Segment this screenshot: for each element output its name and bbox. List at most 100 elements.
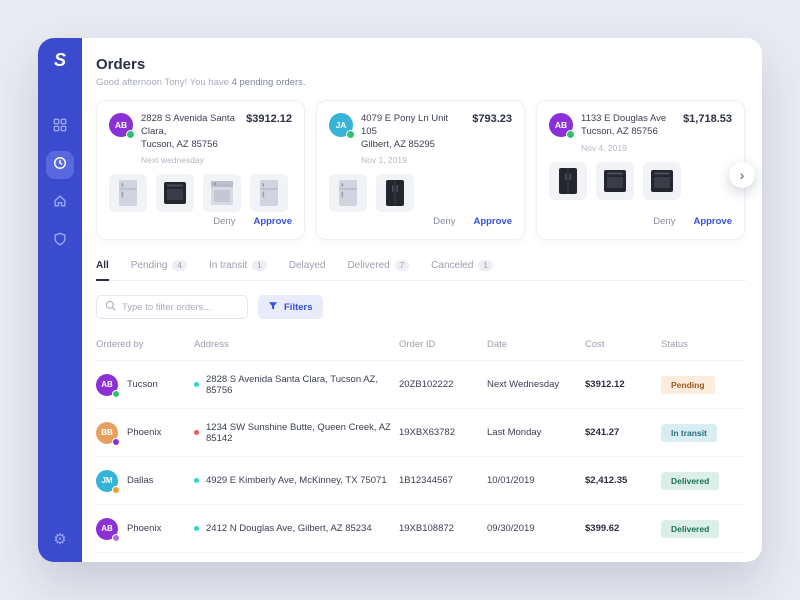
grid-icon — [53, 118, 67, 137]
tab-label: In transit — [208, 260, 248, 271]
search-input[interactable] — [122, 301, 254, 313]
order-cost: $2,412.35 — [585, 475, 628, 486]
table-header: Ordered by Address Order ID Date Cost St… — [96, 335, 746, 361]
status-badge: In transit — [661, 423, 717, 442]
approve-button[interactable]: Approve — [473, 216, 512, 227]
product-thumbnail-fridge-dark — [376, 174, 414, 213]
card-date: Nov 4, 2019 — [581, 142, 627, 153]
avatar-status-dot — [112, 437, 120, 446]
sidebar-item-home[interactable] — [46, 189, 74, 217]
column-header: Date — [487, 339, 508, 350]
order-card: AB 2828 S Avenida Santa Clara, Tucson, A… — [96, 100, 305, 240]
tab-label: Delayed — [288, 260, 326, 271]
sidebar-nav — [46, 113, 74, 255]
product-thumbnail-oven-dark — [643, 161, 681, 200]
product-thumbnail-oven-dark — [156, 174, 194, 213]
app-logo: S — [53, 50, 66, 70]
avatar-initials: AB — [101, 380, 113, 389]
greeting-text: Good afternoon Tony! You have 4 pending … — [96, 77, 746, 88]
tab-delivered[interactable]: Delivered 7 — [347, 260, 410, 271]
card-price: $793.23 — [472, 113, 512, 125]
filters-button[interactable]: Filters — [258, 295, 323, 319]
table-row[interactable]: JM Dallas 4929 E Kimberly Ave, McKinney,… — [96, 457, 746, 505]
address-text: 1234 SW Sunshine Butte, Queen Creek, AZ … — [206, 421, 391, 444]
tab-label: Canceled — [431, 260, 474, 271]
sidebar-item-orders[interactable] — [46, 151, 74, 179]
column-header: Cost — [585, 339, 605, 350]
card-address-line2: Tucson, AZ 85756 — [581, 125, 658, 137]
avatar: JA — [329, 113, 355, 139]
address-status-dot — [194, 526, 199, 531]
sidebar: S — [38, 38, 82, 562]
card-address-line2: Gilbert, AZ 85295 — [361, 138, 435, 150]
column-header: Address — [194, 339, 229, 350]
search-box — [96, 295, 254, 319]
card-products — [549, 161, 732, 200]
order-cost: $241.27 — [585, 427, 620, 438]
avatar: AB — [96, 373, 120, 398]
card-address-line1: 4079 E Pony Ln Unit 105 — [361, 113, 449, 137]
card-address-line1: 1133 E Douglas Ave — [581, 113, 667, 124]
avatar-initials: JM — [101, 476, 113, 485]
ordered-by-city: Dallas — [127, 475, 154, 486]
card-products — [329, 174, 512, 213]
table-row[interactable]: BB Phoenix 1234 SW Sunshine Butte, Queen… — [96, 409, 746, 457]
address-text: 2412 N Douglas Ave, Gilbert, AZ 85234 — [206, 523, 372, 534]
card-date: Next wednesday — [141, 155, 204, 166]
tab-count-badge: 7 — [394, 260, 410, 271]
orders-table: Ordered by Address Order ID Date Cost St… — [96, 335, 746, 553]
filter-funnel-icon — [268, 301, 278, 314]
order-date: Last Monday — [487, 427, 542, 438]
tab-label: All — [96, 260, 109, 271]
ordered-by-city: Phoenix — [127, 427, 162, 438]
avatar-initials: BB — [101, 428, 113, 437]
order-id: 19XBX63782 — [399, 427, 455, 438]
tab-canceled[interactable]: Canceled 1 — [431, 260, 493, 271]
approve-button[interactable]: Approve — [693, 216, 732, 227]
table-row[interactable]: AB Tucson 2828 S Avenida Santa Clara, Tu… — [96, 361, 746, 409]
order-cost: $3912.12 — [585, 379, 625, 390]
avatar: JM — [96, 469, 120, 494]
avatar-initials: AB — [101, 524, 113, 533]
tab-label: Delivered — [347, 260, 390, 271]
tab-count-badge: 1 — [252, 260, 267, 271]
order-id: 1B12344567 — [399, 475, 453, 486]
order-tabs: All Pending 4 In transit 1 Delayed Deliv… — [96, 260, 746, 281]
status-badge: Delivered — [661, 471, 720, 490]
avatar: AB — [96, 517, 120, 542]
product-thumbnail-oven-dark — [596, 161, 634, 200]
avatar: AB — [109, 113, 135, 139]
tab-delayed[interactable]: Delayed — [289, 260, 326, 271]
deny-button[interactable]: Deny — [433, 216, 456, 227]
table-row[interactable]: AB Phoenix 2412 N Douglas Ave, Gilbert, … — [96, 505, 746, 553]
address-status-dot — [194, 382, 199, 387]
avatar-initials: AB — [114, 120, 128, 130]
card-products — [109, 174, 292, 213]
pending-orders-carousel: AB 2828 S Avenida Santa Clara, Tucson, A… — [96, 100, 755, 240]
deny-button[interactable]: Deny — [653, 216, 676, 227]
carousel-next-button[interactable]: › — [729, 162, 755, 188]
approve-button[interactable]: Approve — [253, 216, 292, 227]
home-icon — [53, 194, 67, 213]
status-badge: Delivered — [661, 519, 720, 538]
card-address-line1: 2828 S Avenida Santa Clara, — [141, 113, 235, 137]
deny-button[interactable]: Deny — [213, 216, 236, 227]
ordered-by-city: Tucson — [127, 379, 158, 390]
address-text: 2828 S Avenida Santa Clara, Tucson AZ, 8… — [206, 373, 378, 396]
tab-count-badge: 4 — [172, 260, 187, 271]
card-price: $1,718.53 — [683, 113, 732, 125]
sidebar-item-security[interactable] — [46, 227, 74, 255]
tab-in-transit[interactable]: In transit 1 — [209, 260, 267, 271]
pending-orders-count: 4 pending orders. — [231, 77, 306, 88]
column-header: Status — [661, 339, 688, 350]
order-cost: $399.62 — [585, 523, 620, 534]
sidebar-item-products[interactable] — [46, 113, 74, 141]
address-status-dot — [194, 430, 199, 435]
status-badge: Pending — [661, 375, 715, 394]
tab-all[interactable]: All — [96, 260, 109, 281]
chevron-right-icon: › — [739, 167, 745, 183]
column-header: Order ID — [399, 339, 436, 350]
tab-pending[interactable]: Pending 4 — [131, 260, 187, 271]
settings-button[interactable]: ⚙ — [53, 530, 66, 548]
order-card: JA 4079 E Pony Ln Unit 105 Gilbert, AZ 8… — [316, 100, 525, 240]
